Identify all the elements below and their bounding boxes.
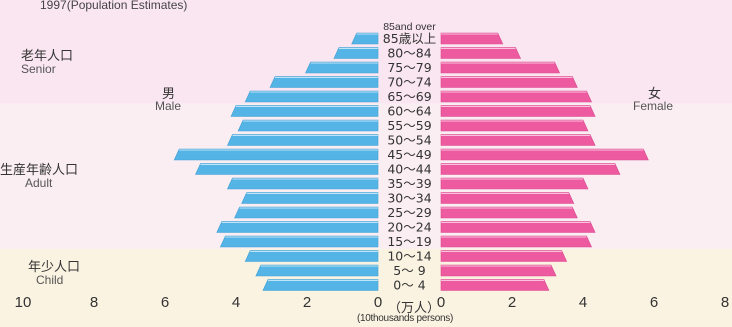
female-bar-16 — [440, 47, 522, 59]
age-label-8: 40〜44 — [387, 162, 431, 177]
male-bar-5 — [234, 206, 379, 219]
tick-right-8: 8 — [721, 294, 729, 311]
age-label-3: 15〜19 — [387, 234, 431, 249]
female-bar-5 — [440, 206, 578, 219]
tick-left-8: 8 — [90, 294, 98, 311]
female-bar-0 — [440, 279, 550, 291]
male-label-en: Male — [155, 99, 182, 113]
female-bar-2 — [440, 250, 568, 262]
age-label-12: 60〜64 — [387, 104, 431, 119]
male-bar-16 — [333, 47, 379, 59]
tick-left-2: 2 — [303, 294, 311, 311]
male-bar-8 — [195, 163, 379, 175]
age-label-7: 35〜39 — [387, 176, 431, 191]
male-bar-0 — [262, 279, 379, 291]
male-bar-6 — [241, 192, 379, 204]
age-label-85-and-over: 85and over — [383, 21, 436, 33]
tick-left-0: 0 — [374, 294, 382, 311]
age-label-0: 0〜 4 — [393, 278, 425, 293]
age-label-2: 10〜14 — [387, 249, 431, 264]
female-bar-15 — [440, 61, 561, 74]
tick-left-6: 6 — [161, 294, 169, 311]
age-label-10: 50〜54 — [387, 133, 431, 148]
female-bar-1 — [440, 264, 557, 277]
male-bar-12 — [230, 105, 379, 117]
age-label-11: 55〜59 — [387, 118, 431, 133]
female-bar-11 — [440, 119, 589, 132]
female-bar-10 — [440, 134, 596, 146]
male-bar-17 — [351, 32, 379, 45]
female-label-en: Female — [633, 99, 674, 113]
adult-label-en: Adult — [25, 176, 53, 190]
tick-right-0: 0 — [437, 294, 445, 311]
age-label-4: 20〜24 — [387, 220, 431, 235]
female-bar-3 — [440, 235, 593, 248]
tick-left-4: 4 — [232, 294, 240, 311]
female-bar-7 — [440, 177, 589, 190]
child-label-en: Child — [36, 273, 64, 287]
header-caption: 1997(Population Estimates) — [40, 0, 188, 12]
female-label-ja: 女 — [648, 86, 662, 101]
age-label-5: 25〜29 — [387, 205, 431, 220]
age-label-17: 85歳以上 — [383, 31, 436, 46]
tick-right-2: 2 — [508, 294, 516, 311]
male-bar-2 — [244, 250, 379, 262]
female-bar-9 — [440, 148, 649, 161]
age-label-9: 45〜49 — [387, 147, 431, 162]
x-axis-ticks: 121086420024681012 — [15, 294, 730, 311]
age-label-13: 65〜69 — [387, 89, 431, 104]
senior-label-ja: 老年人口 — [21, 48, 74, 63]
female-bar-4 — [440, 221, 596, 233]
tick-right-6: 6 — [650, 294, 658, 311]
female-bar-17 — [440, 32, 504, 45]
tick-right-4: 4 — [579, 294, 587, 311]
age-label-6: 30〜34 — [387, 191, 431, 206]
tick-left-10: 10 — [15, 294, 32, 311]
female-bar-13 — [440, 90, 593, 103]
male-bar-9 — [173, 148, 379, 161]
age-labels: 0〜 45〜 910〜1415〜1920〜2425〜2930〜3435〜3940… — [383, 21, 436, 293]
female-bar-14 — [440, 76, 578, 88]
child-label-ja: 年少人口 — [28, 259, 81, 274]
male-bar-13 — [244, 90, 379, 103]
age-label-16: 80〜84 — [387, 46, 431, 61]
male-bar-4 — [216, 221, 379, 233]
age-label-1: 5〜 9 — [393, 263, 425, 278]
female-bars — [440, 32, 649, 291]
age-label-15: 75〜79 — [387, 60, 431, 75]
unit-label-ja: （万人） — [388, 300, 441, 315]
unit-label-en: (10thousands persons) — [357, 313, 453, 324]
female-bar-12 — [440, 105, 596, 117]
male-bar-3 — [219, 235, 379, 248]
male-bars — [173, 32, 379, 291]
male-bar-1 — [255, 264, 379, 277]
male-bar-10 — [226, 134, 379, 146]
male-bar-15 — [305, 61, 379, 74]
age-label-14: 70〜74 — [387, 75, 431, 90]
adult-label-ja: 生産年齢人口 — [0, 162, 79, 177]
male-bar-11 — [237, 119, 379, 132]
male-bar-14 — [269, 76, 379, 88]
female-bar-6 — [440, 192, 575, 204]
male-label-ja: 男 — [162, 86, 176, 101]
female-bar-8 — [440, 163, 621, 175]
senior-label-en: Senior — [21, 62, 56, 76]
male-bar-7 — [226, 177, 379, 190]
